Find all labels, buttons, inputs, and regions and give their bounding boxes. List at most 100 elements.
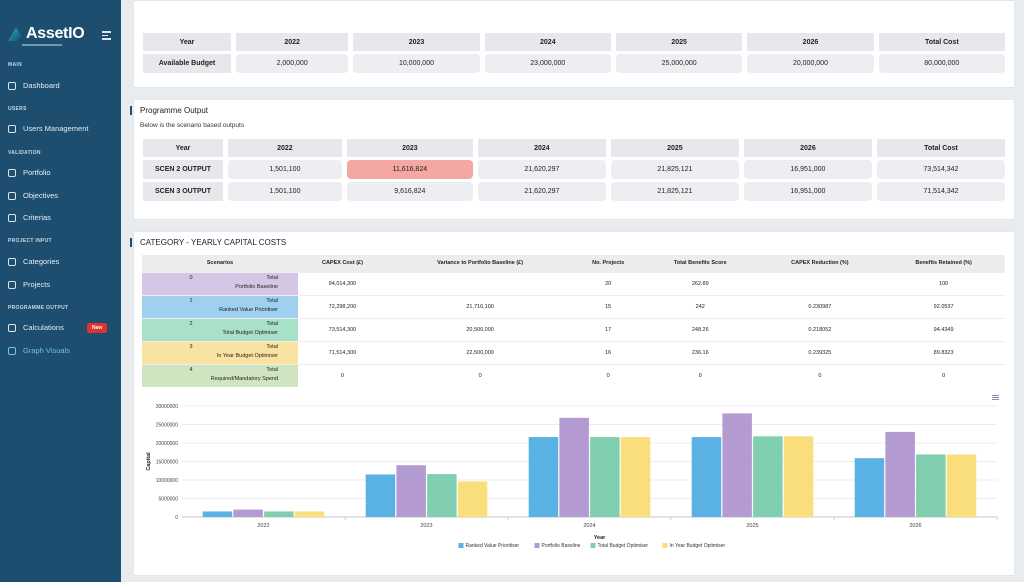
table-cell: 0.239325 [757, 340, 883, 364]
y-tick-label: 20000000 [156, 441, 178, 447]
gear-icon [8, 257, 16, 266]
scenario-name: Required/Mandatory Spend [210, 375, 278, 382]
x-tick-label: 2024 [583, 523, 595, 529]
home-icon [8, 81, 16, 90]
sidebar-item-label: Graph Visuals [23, 346, 70, 355]
sidebar-item-criterias[interactable]: Criterias [8, 213, 51, 222]
bar [916, 454, 946, 517]
budget-value[interactable]: 23,000,000 [484, 54, 611, 73]
budget-value[interactable]: 10,000,000 [353, 54, 480, 73]
column-header: 2023 [402, 144, 418, 152]
x-tick-label: 2025 [746, 523, 758, 529]
sidebar-item-graph-visuals[interactable]: Graph Visuals [8, 346, 70, 355]
bar [294, 511, 325, 517]
sidebar-item-label: Dashboard [23, 81, 60, 90]
document-icon [8, 213, 16, 222]
scenario-name: Portfolio Baseline [235, 283, 278, 290]
scenario-kind: Total [266, 366, 278, 373]
programme-output-table: Year 2022 2023 2024 2025 2026 Total Cost… [138, 136, 1010, 204]
scenario-cell: 1 Total Ranked Value Prioritiser [142, 294, 298, 318]
section-programme-output: PROGRAMME OUTPUT [8, 305, 69, 311]
sidebar-item-label: Portfolio [23, 168, 51, 177]
bar [783, 436, 814, 517]
table-cell: 0 [882, 363, 1005, 387]
output-row: SCEN 2 OUTPUT 1,501,100 11,616,824 21,62… [143, 160, 1005, 179]
scenario-cell: 0 Total Portfolio Baseline [142, 271, 298, 295]
bar [528, 437, 559, 517]
output-value[interactable]: 16,951,000 [743, 182, 872, 201]
sidebar-item-dashboard[interactable]: Dashboard [8, 81, 60, 90]
chart-icon [8, 346, 16, 355]
new-badge: New [87, 323, 108, 333]
app-logo[interactable]: AssetIO [8, 25, 85, 43]
table-cell: 71,514,300 [298, 340, 387, 364]
table-cell: 262.89 [642, 271, 758, 295]
section-main: MAIN [8, 62, 22, 68]
table-cell: 20 [573, 271, 643, 295]
sidebar-item-projects[interactable]: Projects [8, 280, 50, 289]
output-value[interactable]: 73,514,342 [876, 160, 1005, 179]
column-header: CAPEX Reduction (%) [757, 255, 883, 272]
app-name: AssetIO [26, 25, 85, 42]
column-header: 2026 [800, 144, 816, 152]
bar [264, 511, 294, 517]
output-value[interactable]: 9,616,824 [346, 182, 473, 201]
table-cell: 0 [573, 363, 643, 387]
chart-menu-icon [992, 395, 999, 396]
column-header: 2025 [667, 144, 683, 152]
sidebar-item-objectives[interactable]: Objectives [8, 191, 58, 200]
budget-table: Year 2022 2023 2024 2025 2026 Total Cost… [138, 30, 1010, 76]
budget-value[interactable]: 2,000,000 [236, 54, 349, 73]
output-value[interactable]: 16,951,000 [743, 160, 872, 179]
table-cell: 0 [757, 363, 883, 387]
output-value-highlighted[interactable]: 11,616,824 [346, 160, 473, 179]
output-value[interactable]: 21,825,121 [610, 182, 739, 201]
legend-swatch [662, 543, 668, 548]
output-value[interactable]: 1,501,100 [228, 160, 342, 179]
output-value[interactable]: 21,825,121 [610, 160, 739, 179]
scenario-name: Total Budget Optimiser [222, 329, 278, 336]
legend-swatch [458, 543, 464, 548]
section-project-input: PROJECT INPUT [8, 238, 52, 244]
table-cell [757, 271, 883, 295]
budget-value[interactable]: 20,000,000 [747, 54, 874, 73]
sidebar-item-calculations[interactable]: Calculations [8, 323, 64, 332]
programme-output-title: Programme Output [130, 106, 208, 115]
bar [854, 458, 885, 517]
section-validation: VALIDATION [8, 150, 41, 156]
output-value[interactable]: 21,620,297 [477, 182, 606, 201]
table-cell: 248.26 [642, 317, 758, 341]
budget-value[interactable]: 80,000,000 [878, 54, 1005, 73]
sidebar-item-categories[interactable]: Categories [8, 257, 59, 266]
table-cell: 20,500,000 [386, 317, 574, 341]
budget-row: Available Budget 2,000,000 10,000,000 23… [143, 54, 1005, 73]
table-cell: 0.230987 [757, 294, 883, 318]
menu-toggle-icon[interactable] [102, 31, 111, 42]
sidebar-item-label: Objectives [23, 191, 59, 200]
output-value[interactable]: 21,620,297 [477, 160, 606, 179]
budget-value[interactable]: 25,000,000 [615, 54, 743, 73]
table-cell: 236.16 [642, 340, 758, 364]
legend-swatch [590, 543, 596, 548]
bar [457, 481, 488, 517]
scenario-name: In Year Budget Optimiser [216, 352, 278, 359]
output-header-row: Year 2022 2023 2024 2025 2026 Total Cost [143, 139, 1005, 157]
scenario-cell: 4 Total Required/Mandatory Spend [142, 363, 298, 387]
y-tick-label: 30000000 [156, 404, 178, 410]
scenario-number: 4 [189, 366, 193, 373]
category-row: 0 Total Portfolio Baseline 94,014,300 20 2… [142, 271, 1005, 295]
sidebar-item-users-management[interactable]: Users Management [8, 124, 88, 133]
x-tick-label: 2023 [420, 523, 432, 529]
row-label: SCEN 3 OUTPUT [143, 182, 223, 201]
programme-output-subtitle: Below is the scenario based outputs [140, 122, 245, 129]
output-value[interactable]: 71,514,342 [876, 182, 1005, 201]
sidebar-item-label: Criterias [23, 213, 51, 222]
sidebar-item-label: Projects [23, 280, 51, 289]
category-row: 2 Total Total Budget Optimiser 73,514,300 … [142, 317, 1005, 341]
output-value[interactable]: 1,501,100 [228, 182, 342, 201]
column-header: 2022 [277, 144, 293, 152]
scenario-kind: Total [266, 343, 278, 350]
y-tick-label: 15000000 [156, 460, 178, 466]
sidebar-item-portfolio[interactable]: Portfolio [8, 168, 51, 177]
y-axis-label: Capital [146, 452, 152, 471]
